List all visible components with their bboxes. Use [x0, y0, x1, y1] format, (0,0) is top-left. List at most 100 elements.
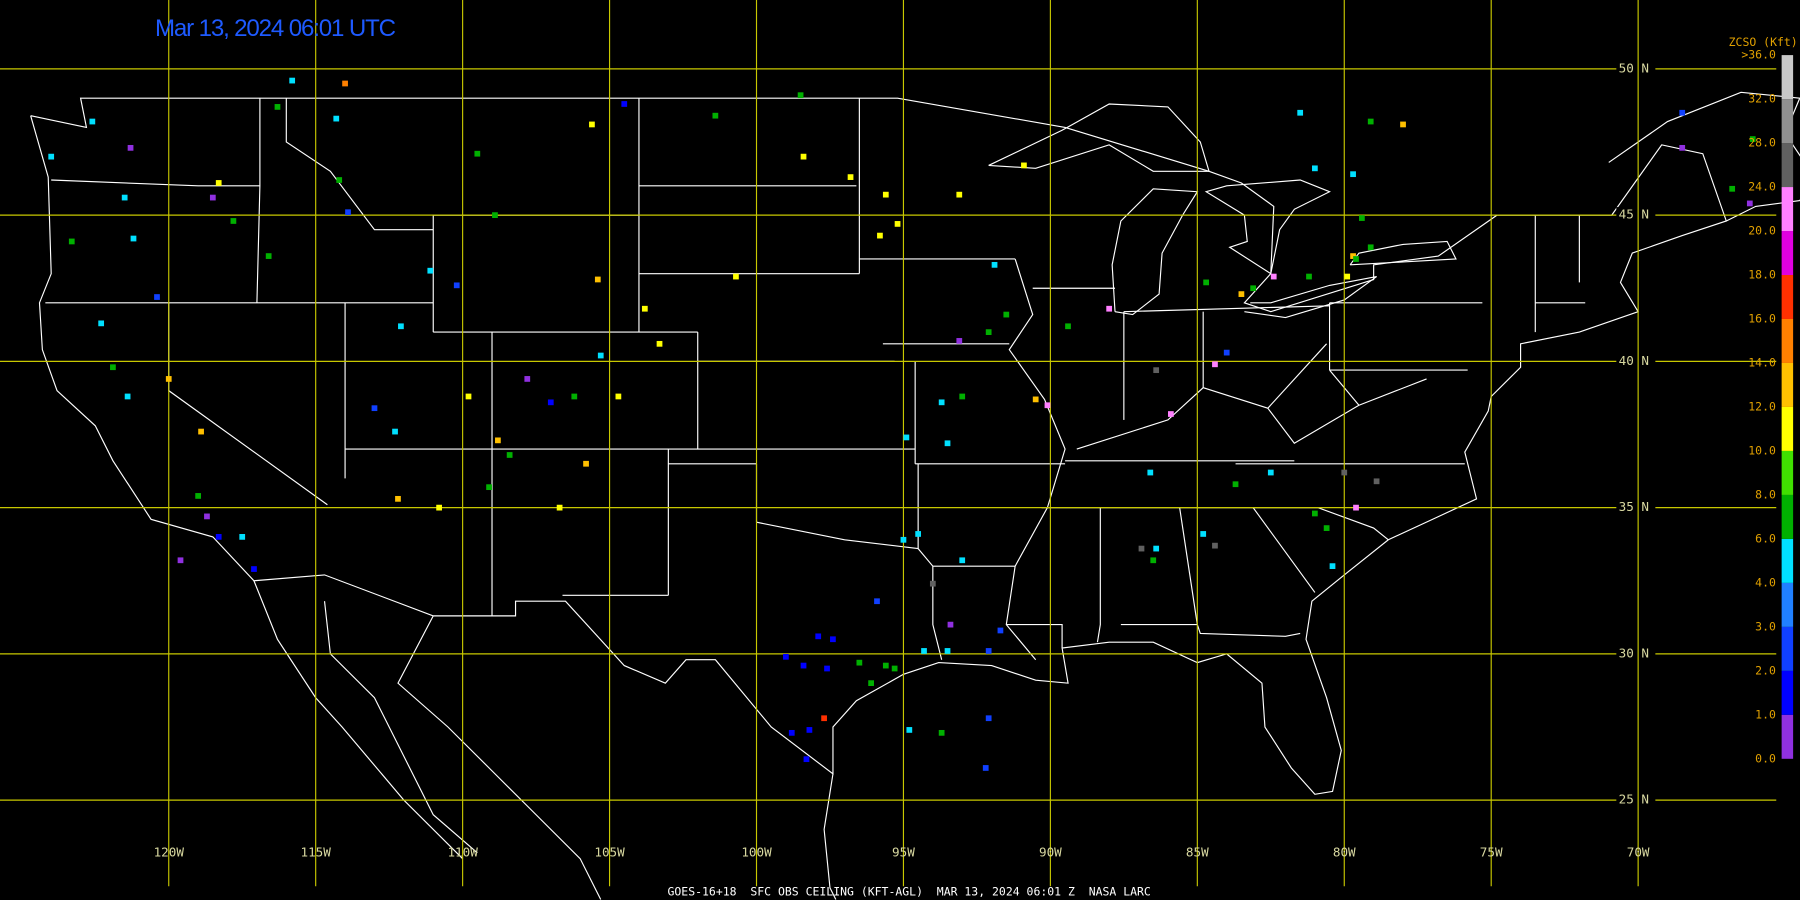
station — [1203, 279, 1210, 286]
station — [856, 659, 863, 666]
station — [733, 273, 739, 280]
station — [1267, 469, 1274, 476]
station — [127, 144, 134, 151]
station — [486, 484, 492, 491]
colorbar-segment — [1781, 494, 1794, 539]
station — [289, 77, 296, 84]
stations — [48, 77, 1756, 771]
lon-label: 115W — [301, 844, 332, 859]
station — [1400, 121, 1406, 128]
station — [239, 534, 246, 540]
station — [48, 153, 55, 160]
colorbar-segment — [1781, 55, 1794, 100]
station — [947, 621, 954, 628]
station — [1021, 162, 1027, 169]
boundary — [1244, 275, 1377, 319]
station — [342, 80, 348, 87]
colorbar-label: 4.0 — [1755, 575, 1776, 589]
station — [1153, 545, 1160, 552]
colorbar-label: 3.0 — [1755, 619, 1776, 633]
label-background — [1616, 499, 1656, 516]
boundary — [1005, 258, 1066, 661]
boundary — [1120, 624, 1301, 637]
station — [959, 557, 966, 564]
colorbar-segment — [1781, 670, 1794, 715]
lat-label: 40 N — [1619, 353, 1649, 368]
boundary — [1123, 305, 1330, 313]
lat-label: 25 N — [1619, 792, 1649, 807]
colorbar-label: 32.0 — [1748, 92, 1776, 106]
colorbar: 0.0 1.0 2.0 3.0 4.0 6.0 8.0 10.0 12.0 14.0 16.0 18.… — [1729, 35, 1798, 765]
boundary — [285, 98, 434, 231]
boundary — [1358, 378, 1427, 406]
station — [165, 376, 172, 382]
station — [1312, 165, 1318, 172]
title: Mar 13, 2024 06:01 UTC — [155, 15, 396, 42]
boundary — [1204, 179, 1331, 275]
station — [800, 153, 807, 160]
station — [1238, 291, 1245, 297]
station — [882, 191, 889, 198]
station — [597, 352, 604, 359]
colorbar-segment — [1781, 362, 1794, 407]
colorbar-segment — [1781, 99, 1794, 144]
station — [1200, 531, 1207, 537]
station — [89, 118, 96, 125]
station — [985, 329, 992, 335]
colorbar-segment — [1781, 143, 1794, 188]
lon-label: 100W — [741, 844, 772, 859]
station — [1341, 469, 1348, 476]
station — [1223, 349, 1230, 356]
colorbar-label: >36.0 — [1741, 48, 1776, 62]
station — [589, 121, 595, 128]
lon-label: 120W — [154, 844, 185, 859]
station — [506, 452, 513, 458]
station — [800, 662, 807, 669]
station — [1270, 273, 1277, 280]
station — [985, 648, 992, 654]
lat-label: 45 N — [1619, 207, 1649, 222]
station — [1679, 144, 1686, 151]
station — [824, 665, 830, 672]
station — [215, 180, 222, 186]
grid: 50 N 45 N 40 N 35 N 30 N 25 N 120W 115W 110W 105W… — [0, 0, 1777, 887]
station — [956, 191, 963, 198]
colorbar-label: 0.0 — [1755, 751, 1776, 765]
station — [1250, 285, 1257, 292]
station — [1746, 200, 1753, 207]
station — [806, 727, 813, 733]
station — [783, 653, 789, 660]
station — [124, 393, 131, 400]
station — [959, 393, 966, 400]
colorbar-title: ZCSO (Kft) — [1729, 35, 1798, 49]
station — [788, 729, 795, 736]
colorbar-label: 12.0 — [1748, 399, 1776, 413]
boundary — [1076, 343, 1328, 450]
colorbar-segment — [1781, 187, 1794, 232]
station — [215, 534, 222, 540]
station — [1147, 469, 1154, 476]
station — [427, 267, 434, 274]
station — [336, 177, 343, 183]
station — [1044, 402, 1051, 409]
station — [938, 729, 945, 736]
boundary — [323, 601, 478, 854]
boundary — [1179, 507, 1198, 625]
colorbar-label: 1.0 — [1755, 707, 1776, 721]
label-background — [1616, 645, 1656, 662]
colorbar-segment — [1781, 582, 1794, 627]
station — [1212, 542, 1218, 549]
station — [938, 399, 945, 406]
station — [1323, 525, 1330, 531]
footer: GOES-16+18 SFC OBS CEILING (KFT-AGL) MAR… — [668, 884, 1151, 898]
colorbar-segment — [1781, 231, 1794, 276]
station — [1153, 367, 1160, 374]
station — [991, 261, 998, 268]
station — [68, 238, 75, 245]
station — [121, 194, 128, 201]
station — [882, 662, 889, 669]
station — [1373, 478, 1380, 485]
